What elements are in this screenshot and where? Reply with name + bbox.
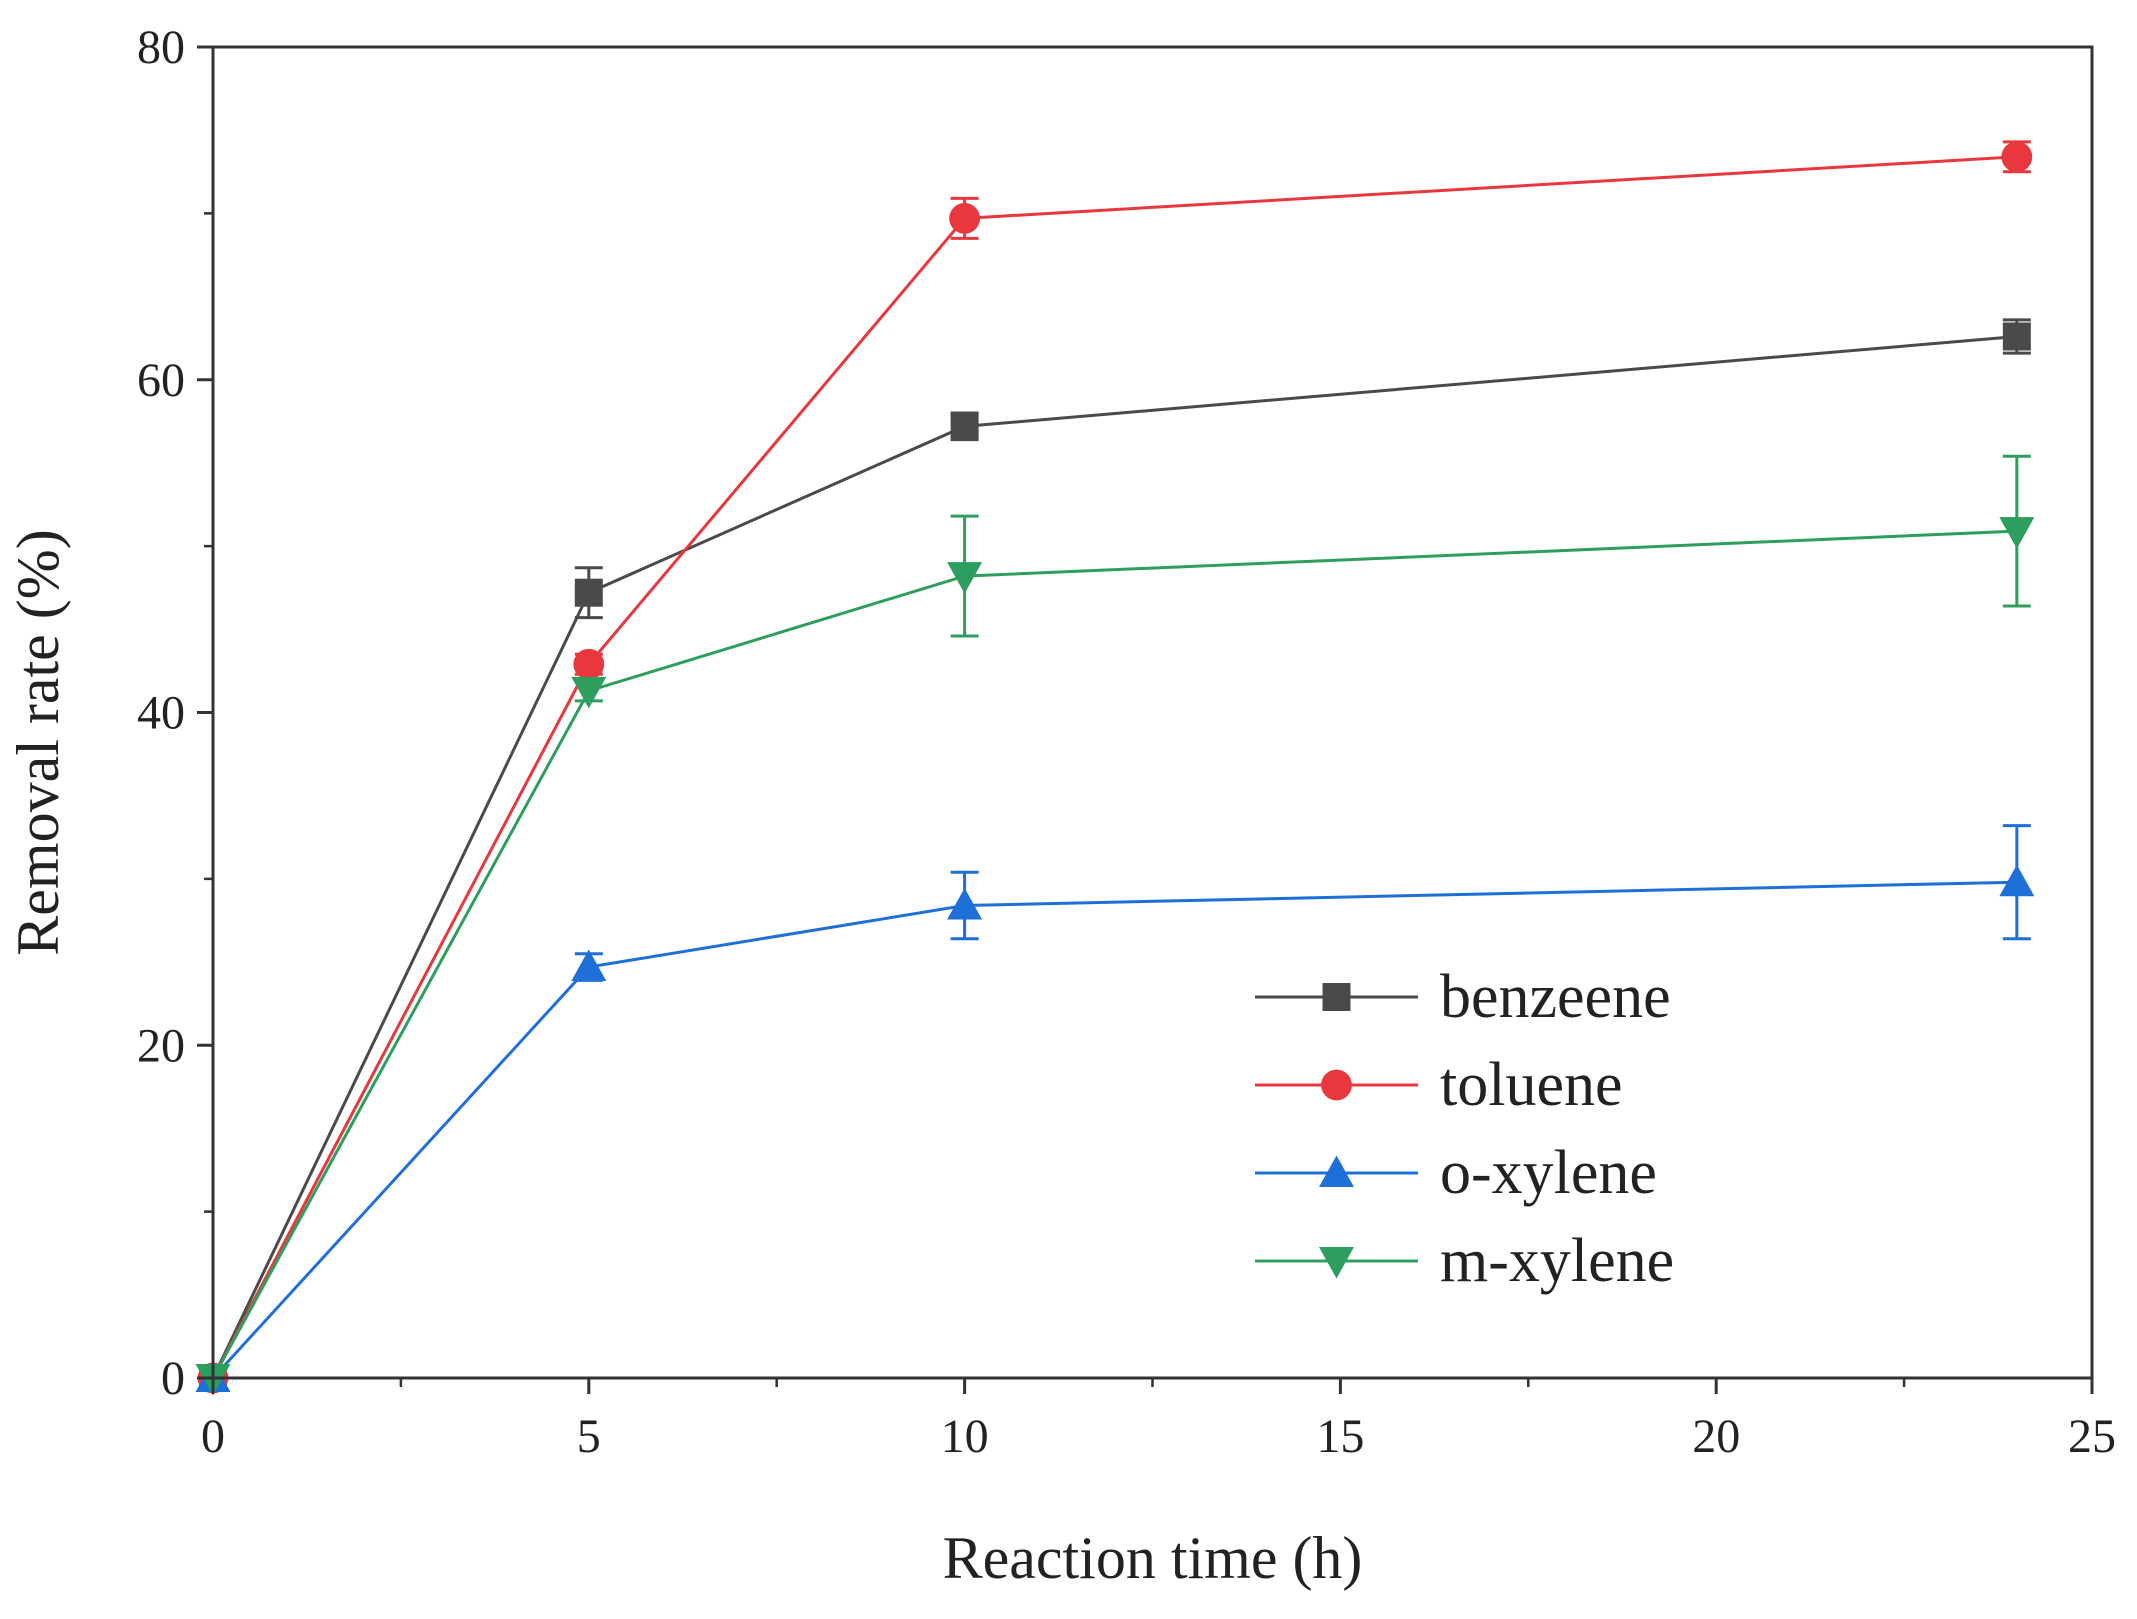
data-point — [950, 412, 979, 441]
legend-marker — [1321, 1069, 1352, 1101]
y-axis-label: Removal rate (%) — [5, 529, 71, 955]
x-tick-label: 25 — [2068, 1410, 2116, 1463]
series-line — [211, 334, 2017, 1379]
x-tick-label: 0 — [201, 1410, 225, 1463]
plot-layer — [195, 140, 2035, 1396]
legend-item: toluene — [1255, 1051, 1623, 1119]
data-point — [573, 648, 605, 680]
x-axis-label: Reaction time (h) — [943, 1525, 1363, 1591]
data-point — [1999, 517, 2035, 549]
legend-item: benzeene — [1255, 963, 1671, 1031]
series-line — [211, 529, 2017, 1379]
y-tick-label: 80 — [137, 21, 185, 74]
legend-marker — [1319, 1155, 1354, 1187]
y-tick-label: 60 — [137, 354, 185, 407]
data-point — [2002, 322, 2031, 351]
legend-label: m-xylene — [1440, 1227, 1674, 1295]
data-point — [947, 887, 983, 920]
legend-label: o-xylene — [1440, 1139, 1657, 1207]
data-point — [571, 676, 607, 709]
legend-label: benzeene — [1440, 963, 1671, 1031]
data-point — [949, 202, 980, 234]
legend-marker — [1322, 983, 1351, 1011]
x-tick-label: 10 — [941, 1410, 989, 1463]
y-tick-label: 20 — [137, 1019, 185, 1072]
legend-item: m-xylene — [1255, 1227, 1674, 1295]
x-tick-label: 5 — [577, 1410, 601, 1463]
legend-label: toluene — [1440, 1051, 1623, 1119]
x-tick-label: 15 — [1316, 1410, 1364, 1463]
ticks-layer: 0 5 10 15 20 25 0 20 40 60 80 — [137, 21, 2116, 1463]
y-tick-label: 40 — [137, 687, 185, 740]
series-line — [211, 155, 2017, 1379]
series-line — [211, 880, 2017, 1380]
data-point — [947, 562, 983, 594]
legend-marker — [1319, 1247, 1354, 1279]
data-point — [571, 949, 607, 982]
series-benzeene — [199, 318, 2031, 1392]
x-tick-label: 20 — [1692, 1410, 1740, 1463]
data-point — [2001, 141, 2033, 173]
legend-item: o-xylene — [1255, 1139, 1657, 1207]
series-o-xylene — [195, 824, 2035, 1392]
data-point — [1999, 864, 2035, 897]
legend: benzeene toluene o-xylene m-xylene — [1255, 963, 1674, 1295]
data-point — [574, 578, 603, 607]
y-tick-label: 0 — [161, 1352, 185, 1405]
